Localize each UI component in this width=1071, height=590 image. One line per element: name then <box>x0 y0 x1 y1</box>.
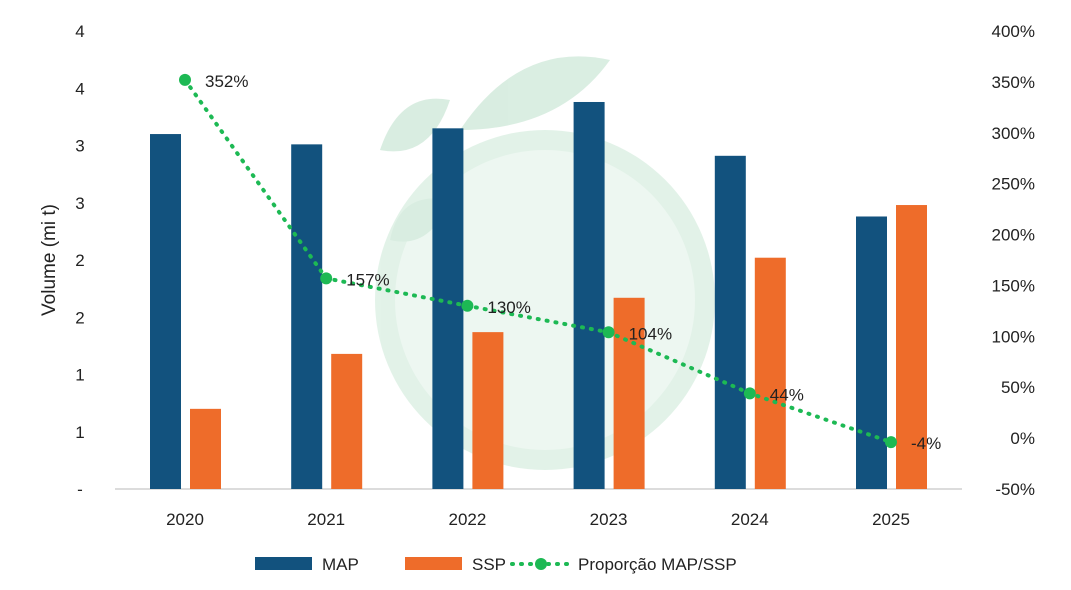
ssp-bar <box>896 205 927 490</box>
y2-tick-label: 350% <box>992 73 1035 92</box>
map-bar <box>150 134 181 490</box>
legend-label-ratio: Proporção MAP/SSP <box>578 555 737 574</box>
ssp-bar <box>613 297 645 489</box>
map-bar <box>432 128 464 489</box>
ratio-data-label: 44% <box>770 385 804 404</box>
ratio-point <box>179 73 191 86</box>
y2-tick-label: 50% <box>1001 378 1035 397</box>
y2-tick-label: 400% <box>992 22 1035 41</box>
y2-tick-label: 250% <box>992 175 1035 194</box>
ratio-point <box>885 436 897 449</box>
map-bar <box>573 101 605 490</box>
ratio-data-label: -4% <box>911 434 941 453</box>
x-tick-label: 2025 <box>872 510 910 529</box>
y2-tick-label: 300% <box>992 124 1035 143</box>
y-tick-label: - <box>77 480 83 499</box>
x-tick-label: 2024 <box>731 510 769 529</box>
map-bar <box>291 144 323 490</box>
y-tick-label: 3 <box>75 137 84 156</box>
map-bar <box>714 155 746 489</box>
y-tick-label: 4 <box>75 22 84 41</box>
y-tick-label: 2 <box>75 308 84 327</box>
ratio-data-label: 130% <box>487 298 530 317</box>
ssp-bar <box>472 332 504 489</box>
ssp-bar <box>754 257 786 489</box>
y2-tick-label: 0% <box>1010 429 1035 448</box>
map-bar <box>856 216 887 490</box>
x-tick-label: 2021 <box>307 510 345 529</box>
ratio-data-label: 104% <box>629 324 672 343</box>
y2-tick-label: 200% <box>992 226 1035 245</box>
y2-tick-label: 100% <box>992 327 1035 346</box>
y-axis-title: Volume (mi t) <box>39 204 60 316</box>
ssp-bar <box>331 353 363 489</box>
ratio-data-label: 157% <box>346 270 389 289</box>
x-tick-label: 2023 <box>590 510 628 529</box>
legend-label-ssp: SSP <box>472 555 506 574</box>
legend-swatch-ratio-point <box>535 558 547 570</box>
ratio-line <box>183 77 893 445</box>
ratio-point <box>743 387 756 400</box>
y-tick-label: 3 <box>75 194 84 213</box>
y-tick-label: 1 <box>75 366 84 385</box>
y-tick-label: 4 <box>75 79 84 98</box>
ratio-point <box>461 299 474 312</box>
legend-swatch-map <box>255 557 312 570</box>
y-tick-label: 1 <box>75 423 84 442</box>
ratio-point <box>602 326 615 339</box>
y2-tick-label: -50% <box>995 480 1035 499</box>
legend: MAP SSP Proporção MAP/SSP <box>255 555 737 574</box>
legend-label-map: MAP <box>322 555 359 574</box>
ratio-data-label: 352% <box>205 72 248 91</box>
ratio-point <box>320 272 333 285</box>
y-tick-label: 2 <box>75 251 84 270</box>
background-globe-watermark <box>375 56 715 470</box>
x-tick-label: 2020 <box>166 510 204 529</box>
y2-tick-label: 150% <box>992 276 1035 295</box>
legend-swatch-ssp <box>405 557 462 570</box>
ssp-bar <box>190 408 221 489</box>
x-tick-label: 2022 <box>448 510 486 529</box>
